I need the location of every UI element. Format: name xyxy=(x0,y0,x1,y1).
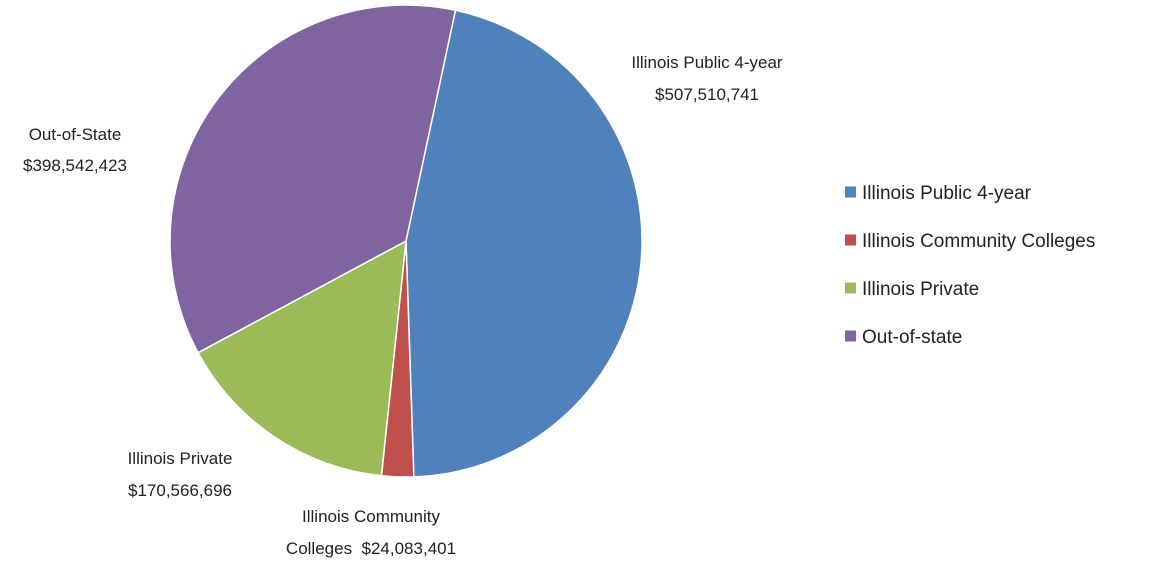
slice-label-name: Illinois Public 4-year xyxy=(631,53,783,72)
legend-entry-label: Illinois Community Colleges xyxy=(862,231,1095,252)
pie-slice-illinois-private xyxy=(197,240,407,477)
legend-swatch xyxy=(845,330,856,342)
slice-labels: Illinois Public 4-year $507,510,741 Illino… xyxy=(23,53,783,558)
legend-swatch xyxy=(845,186,856,198)
slice-label-value: $398,542,423 xyxy=(23,156,127,175)
slice-label-name: Out-of-State xyxy=(29,125,122,144)
legend-entry-label: Out-of-state xyxy=(862,327,962,348)
legend-entry-label: Illinois Private xyxy=(862,279,979,300)
pie-slice-illinois-public-4-year xyxy=(405,9,643,478)
legend-swatch xyxy=(845,234,856,246)
pie-slices xyxy=(169,4,643,478)
slice-label-value: $507,510,741 xyxy=(655,85,759,104)
legend: Illinois Public 4-year Illinois Community… xyxy=(845,183,1095,348)
pie-slice-out-of-state xyxy=(169,4,457,354)
slice-label-name: Illinois Private xyxy=(128,449,233,468)
slice-label-value: Colleges $24,083,401 xyxy=(286,539,456,558)
slice-label-value: $170,566,696 xyxy=(128,481,232,500)
legend-swatch xyxy=(845,282,856,294)
slice-label-name: Illinois Community xyxy=(302,507,440,526)
legend-entry-label: Illinois Public 4-year xyxy=(862,183,1032,204)
